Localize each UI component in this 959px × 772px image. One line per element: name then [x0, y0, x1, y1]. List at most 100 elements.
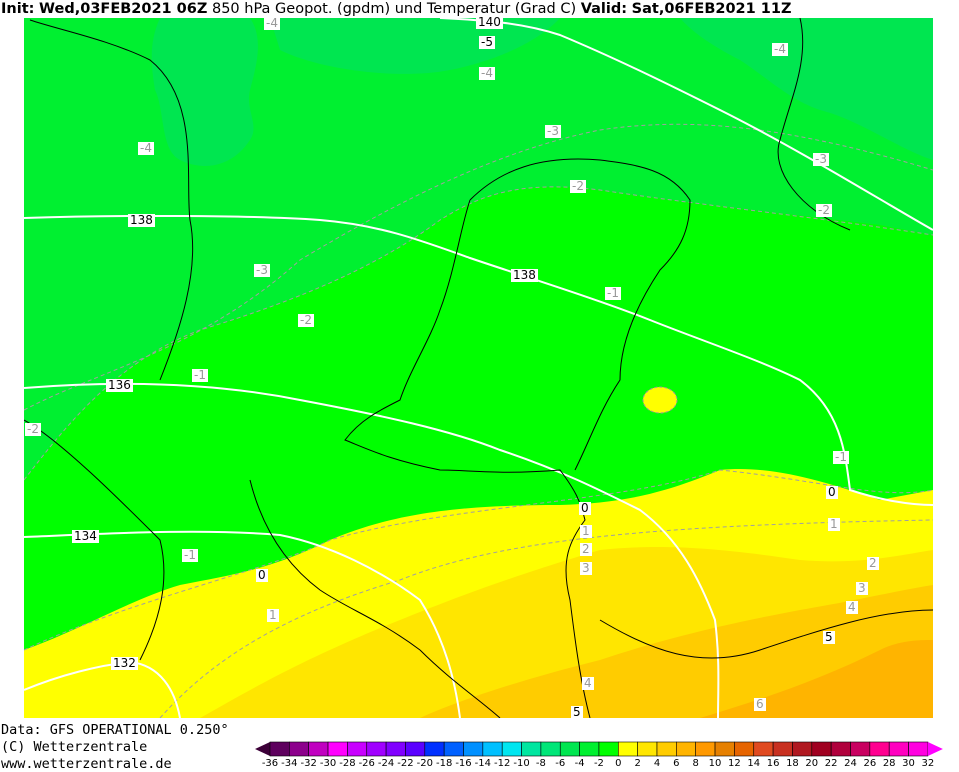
geopotential-label: 134	[72, 529, 99, 543]
temperature-label: -4	[264, 16, 280, 30]
temperature-label: -3	[813, 152, 829, 166]
colorbar-tick-label: 18	[786, 758, 799, 769]
colorbar-swatch	[443, 741, 464, 757]
colorbar-swatch	[598, 741, 619, 757]
colorbar-swatch	[463, 741, 484, 757]
colorbar-tick-label: 0	[615, 758, 622, 769]
colorbar-tick-label: 28	[882, 758, 896, 769]
colorbar-tick-label: -24	[377, 758, 395, 769]
colorbar-swatch	[269, 741, 290, 757]
colorbar-tick-label: 26	[863, 758, 877, 769]
zone-minus4-right	[680, 18, 933, 160]
colorbar-tick-label: 22	[824, 758, 838, 769]
colorbar-swatch	[753, 741, 774, 757]
temperature-label: -1	[833, 450, 849, 464]
colorbar-tick-label: 8	[692, 758, 699, 769]
temperature-label: 2	[867, 556, 879, 570]
colorbar-swatch	[734, 741, 755, 757]
temperature-label: -1	[605, 286, 621, 300]
temperature-label: 6	[754, 697, 766, 711]
colorbar-high-arrow	[927, 742, 943, 756]
temperature-label: -2	[25, 422, 41, 436]
colorbar-swatch	[501, 741, 522, 757]
geopotential-lines	[24, 18, 933, 718]
colorbar-swatch	[385, 741, 406, 757]
colorbar-tick-label: -18	[435, 758, 453, 769]
init-label: Init:	[1, 1, 35, 17]
temperature-label: 0	[256, 568, 268, 582]
colorbar-tick-label: -14	[474, 758, 492, 769]
weather-map	[24, 18, 933, 718]
colorbar-tick-label: -36	[261, 758, 279, 769]
colorbar-tick-label: -2	[593, 758, 604, 769]
colorbar-swatch	[579, 741, 600, 757]
colorbar-swatch	[888, 741, 909, 757]
colorbar-tick-label: 30	[902, 758, 915, 769]
temperature-label: -2	[570, 179, 586, 193]
temperature-label: -2	[816, 203, 832, 217]
colorbar-tick-label: 10	[708, 758, 722, 769]
init-value: Wed,03FEB2021 06Z	[39, 1, 208, 17]
colorbar-swatch	[405, 741, 426, 757]
colorbar-tick-label: -8	[535, 758, 546, 769]
colorbar-swatch	[540, 741, 561, 757]
colorbar-swatch	[424, 741, 445, 757]
geopotential-label: 140	[476, 15, 503, 29]
temperature-label: -3	[545, 124, 561, 138]
colorbar-swatch	[792, 741, 813, 757]
colorbar-swatch	[811, 741, 832, 757]
colorbar-swatch	[676, 741, 697, 757]
temperature-label: 1	[828, 517, 840, 531]
colorbar-swatch	[327, 741, 348, 757]
temperature-label: -4	[138, 141, 154, 155]
colorbar-swatch	[521, 741, 542, 757]
colorbar-tick-label: 16	[766, 758, 780, 769]
colorbar-tick-label: 12	[728, 758, 741, 769]
colorbar-tick-label: -20	[416, 758, 433, 769]
colorbar-swatch	[869, 741, 890, 757]
colorbar-tick-label: -16	[455, 758, 472, 769]
colorbar-tick-label: 6	[673, 758, 680, 769]
geopotential-label: 136	[106, 378, 133, 392]
temperature-label: 1	[580, 524, 592, 538]
colorbar-swatch	[850, 741, 871, 757]
colorbar-tick-label: 4	[653, 758, 661, 769]
temperature-colorbar	[255, 741, 943, 757]
geopotential-label: 138	[511, 268, 538, 282]
temperature-label: 5	[571, 705, 583, 719]
zone-minus4-top	[270, 18, 560, 74]
colorbar-tick-label: -32	[300, 758, 317, 769]
colorbar-swatch	[617, 741, 638, 757]
colorbar-tick-label: -4	[574, 758, 585, 769]
temperature-label: 0	[826, 485, 838, 499]
colorbar-tick-label: -12	[494, 758, 511, 769]
temperature-label: -2	[298, 313, 314, 327]
temperature-label: 5	[823, 630, 835, 644]
colorbar-swatch	[714, 741, 735, 757]
temperature-label: 1	[267, 608, 279, 622]
zone-6-8	[700, 640, 933, 718]
temperature-label: -4	[772, 42, 788, 56]
colorbar-swatch	[308, 741, 329, 757]
temperature-label: -1	[182, 548, 198, 562]
geopotential-label: 132	[111, 656, 138, 670]
colorbar-swatch	[366, 741, 387, 757]
colorbar-swatch	[289, 741, 309, 757]
temperature-label: -4	[479, 66, 495, 80]
colorbar-low-arrow	[255, 742, 270, 756]
colorbar-tick-label: 20	[805, 758, 819, 769]
colorbar-tick-label: -22	[397, 758, 414, 769]
colorbar-tick-label: 2	[634, 758, 641, 769]
colorbar-swatch	[482, 741, 503, 757]
colorbar-swatch	[347, 741, 368, 757]
geopotential-label: 138	[128, 213, 155, 227]
temperature-label: -5	[479, 35, 495, 49]
temperature-label: 3	[856, 581, 868, 595]
map-title: 850 hPa Geopot. (gpdm) und Temperatur (G…	[211, 1, 577, 17]
temperature-label: 4	[846, 600, 858, 614]
colorbar-tick-label: 32	[921, 758, 935, 769]
country-borders	[24, 18, 933, 718]
temperature-label: 0	[579, 501, 591, 515]
data-source: Data: GFS OPERATIONAL 0.250°	[1, 722, 229, 738]
colorbar-swatch	[908, 741, 929, 757]
